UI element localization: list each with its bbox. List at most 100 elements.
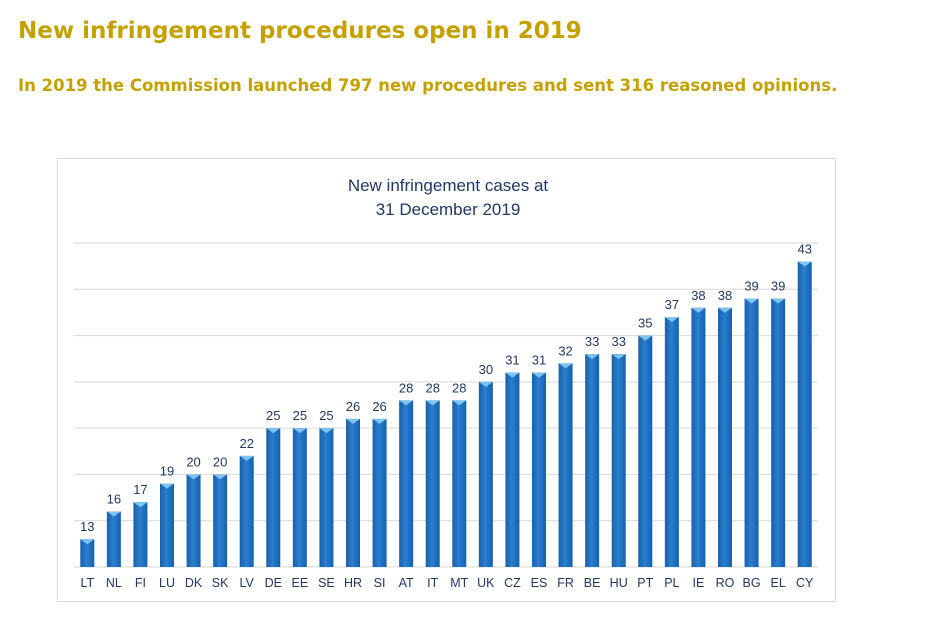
x-tick-DK: DK bbox=[185, 576, 203, 590]
bar-cap-DE bbox=[266, 428, 281, 434]
x-tick-DE: DE bbox=[265, 576, 282, 590]
bar-cap-IT bbox=[425, 400, 440, 406]
data-label-DE: 25 bbox=[266, 408, 280, 423]
bar-cap-RO bbox=[718, 307, 732, 313]
data-label-PT: 35 bbox=[638, 316, 652, 331]
x-tick-EL: EL bbox=[770, 576, 785, 590]
bar-cap-UK bbox=[478, 381, 493, 387]
x-tick-PL: PL bbox=[664, 576, 679, 590]
bar-LT bbox=[80, 539, 95, 567]
bar-AT bbox=[399, 400, 414, 567]
x-tick-LT: LT bbox=[80, 576, 94, 590]
data-label-SI: 26 bbox=[372, 399, 386, 414]
x-tick-SE: SE bbox=[318, 576, 335, 590]
x-tick-SK: SK bbox=[212, 576, 229, 590]
data-label-SE: 25 bbox=[319, 408, 333, 423]
data-label-HU: 33 bbox=[611, 334, 625, 349]
bar-cap-MT bbox=[452, 400, 467, 406]
bar-cap-SI bbox=[372, 418, 387, 424]
data-label-LT: 13 bbox=[80, 519, 94, 534]
x-tick-UK: UK bbox=[477, 576, 495, 590]
data-label-FI: 17 bbox=[133, 482, 147, 497]
bar-BG bbox=[744, 298, 759, 567]
bar-BE bbox=[585, 354, 600, 567]
bar-SE bbox=[319, 428, 334, 567]
bar-LU bbox=[160, 483, 174, 567]
x-tick-NL: NL bbox=[106, 576, 122, 590]
bar-chart: New infringement cases at 31 December 20… bbox=[74, 176, 818, 590]
x-tick-HR: HR bbox=[344, 576, 362, 590]
bar-cap-LT bbox=[80, 539, 95, 545]
bar-PT bbox=[638, 335, 653, 567]
bar-cap-IE bbox=[691, 307, 706, 313]
bar-cap-HU bbox=[611, 354, 626, 360]
x-tick-CY: CY bbox=[796, 576, 814, 590]
data-label-BG: 39 bbox=[744, 279, 758, 294]
x-tick-FI: FI bbox=[135, 576, 146, 590]
bar-FI bbox=[133, 502, 148, 567]
x-axis-ticks: LT NL FI LU DK SK LV DE EE SE HR SI AT IT MT UK CZ ES FR BE… bbox=[80, 576, 814, 590]
chart-title-line-2: 31 December 2019 bbox=[376, 200, 521, 219]
bar-UK bbox=[478, 381, 493, 567]
chart-frame: New infringement cases at 31 December 20… bbox=[57, 158, 836, 602]
chart-title-line-1: New infringement cases at bbox=[348, 176, 549, 195]
bar-DK bbox=[186, 474, 201, 567]
x-tick-FR: FR bbox=[557, 576, 574, 590]
bar-cap-NL bbox=[106, 511, 121, 517]
bar-cap-FI bbox=[133, 502, 148, 508]
bar-cap-EE bbox=[292, 428, 307, 434]
data-label-FR: 32 bbox=[558, 343, 572, 358]
data-label-LU: 19 bbox=[160, 464, 174, 479]
x-tick-PT: PT bbox=[637, 576, 653, 590]
bar-cap-LU bbox=[160, 483, 174, 489]
bar-cap-LV bbox=[239, 455, 254, 461]
data-label-IT: 28 bbox=[425, 380, 439, 395]
bar-SK bbox=[213, 474, 228, 567]
x-tick-LU: LU bbox=[159, 576, 175, 590]
bar-ES bbox=[532, 372, 546, 567]
data-label-CY: 43 bbox=[797, 242, 811, 257]
x-tick-BE: BE bbox=[584, 576, 601, 590]
bar-cap-PL bbox=[664, 317, 679, 323]
data-label-MT: 28 bbox=[452, 380, 466, 395]
bar-cap-AT bbox=[399, 400, 414, 406]
bar-cap-BG bbox=[744, 298, 759, 304]
data-label-DK: 20 bbox=[186, 454, 200, 469]
bar-IT bbox=[425, 400, 440, 567]
data-label-UK: 30 bbox=[479, 362, 493, 377]
bar-IE bbox=[691, 307, 706, 567]
data-label-SK: 20 bbox=[213, 454, 227, 469]
page-subheading: In 2019 the Commission launched 797 new … bbox=[18, 76, 838, 95]
bar-cap-SK bbox=[213, 474, 228, 480]
data-label-EE: 25 bbox=[293, 408, 307, 423]
bar-cap-ES bbox=[532, 372, 546, 378]
bar-cap-CY bbox=[797, 261, 812, 267]
bar-cap-CZ bbox=[505, 372, 520, 378]
x-tick-SI: SI bbox=[374, 576, 386, 590]
data-label-EL: 39 bbox=[771, 279, 785, 294]
bar-EE bbox=[292, 428, 307, 567]
x-tick-AT: AT bbox=[399, 576, 414, 590]
bar-HU bbox=[611, 354, 626, 567]
bar-CZ bbox=[505, 372, 520, 567]
data-label-RO: 38 bbox=[718, 288, 732, 303]
bar-cap-SE bbox=[319, 428, 334, 434]
data-label-NL: 16 bbox=[107, 491, 121, 506]
bar-cap-PT bbox=[638, 335, 653, 341]
bar-SI bbox=[372, 418, 387, 567]
x-tick-HU: HU bbox=[610, 576, 628, 590]
x-tick-CZ: CZ bbox=[504, 576, 521, 590]
bar-cap-BE bbox=[585, 354, 600, 360]
bar-FR bbox=[558, 363, 573, 567]
bar-NL bbox=[106, 511, 121, 567]
data-label-LV: 22 bbox=[239, 436, 253, 451]
x-tick-ES: ES bbox=[531, 576, 548, 590]
bar-DE bbox=[266, 428, 281, 567]
x-tick-LV: LV bbox=[240, 576, 255, 590]
x-tick-IE: IE bbox=[693, 576, 705, 590]
bars bbox=[80, 261, 812, 567]
gridlines bbox=[74, 242, 818, 568]
bar-CY bbox=[797, 261, 812, 567]
data-label-AT: 28 bbox=[399, 380, 413, 395]
data-labels: 13 16 17 19 20 20 22 25 25 25 26 26 28 28 28 30 31 31 32 33… bbox=[80, 242, 812, 535]
